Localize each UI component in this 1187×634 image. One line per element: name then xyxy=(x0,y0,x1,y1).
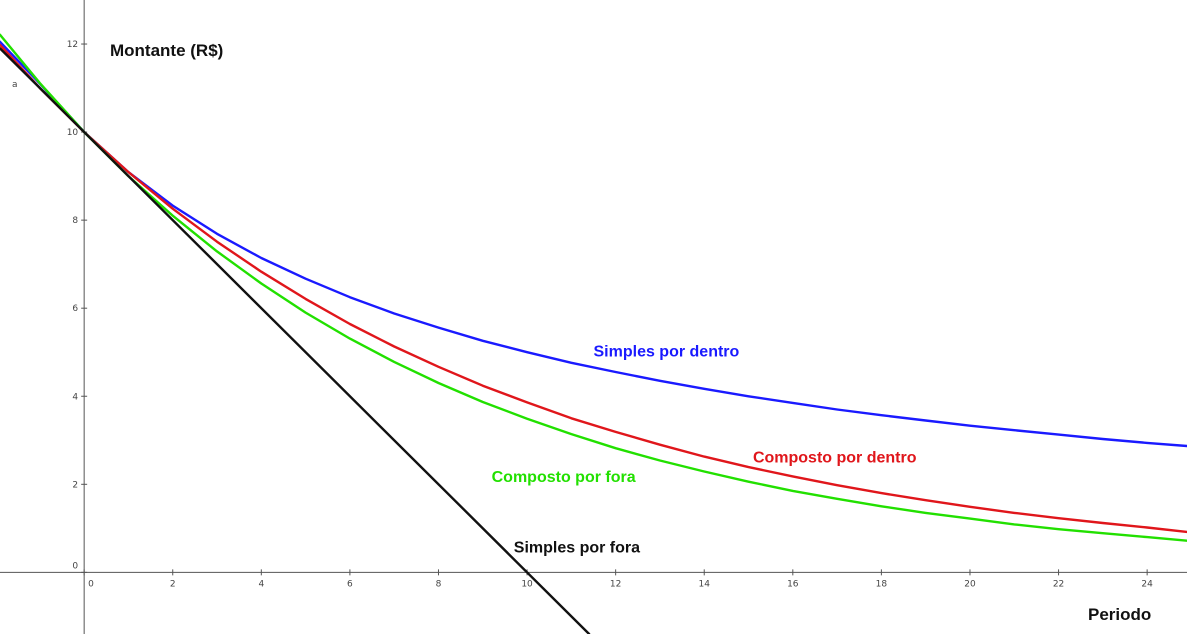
y-tick-label: 8 xyxy=(72,216,78,226)
series-labels: Simples por dentro Composto por dentro Com… xyxy=(492,344,917,557)
series-line-1 xyxy=(0,43,1187,534)
x-tick-label: 8 xyxy=(436,579,442,589)
x-tick-label: 2 xyxy=(170,579,176,589)
x-tick-label: 18 xyxy=(876,579,888,589)
x-tick-label: 6 xyxy=(347,579,353,589)
y-axis-title: Montante (R$) xyxy=(110,41,223,60)
x-tick-label: 14 xyxy=(699,579,711,589)
y-tick-label: 12 xyxy=(67,40,78,50)
series-line-2 xyxy=(0,33,1187,542)
x-tick-label: 4 xyxy=(258,579,264,589)
y-tick-label: 4 xyxy=(72,392,78,402)
y-tick-label: 6 xyxy=(72,304,78,314)
x-tick-label: 24 xyxy=(1141,579,1153,589)
x-tick-label: 0 xyxy=(88,579,94,589)
x-tick-label: 12 xyxy=(610,579,621,589)
series-label-1: Composto por dentro xyxy=(753,449,917,466)
series-label-3: Simples por fora xyxy=(514,540,640,557)
series-label-0: Simples por dentro xyxy=(594,344,740,361)
series-label-2: Composto por fora xyxy=(492,469,636,486)
y-tick-label: 0 xyxy=(72,561,78,571)
x-axis-title: Periodo xyxy=(1088,605,1151,624)
x-tick-label: 22 xyxy=(1053,579,1064,589)
x-tick-label: 20 xyxy=(964,579,976,589)
series-lines xyxy=(0,33,1187,634)
point-label: a xyxy=(12,80,18,90)
x-tick-label: 16 xyxy=(787,579,799,589)
x-tick-label: 10 xyxy=(521,579,533,589)
y-tick-label: 10 xyxy=(67,128,79,138)
series-line-0 xyxy=(0,40,1187,448)
y-tick-label: 2 xyxy=(72,480,78,490)
series-line-3 xyxy=(0,47,591,634)
